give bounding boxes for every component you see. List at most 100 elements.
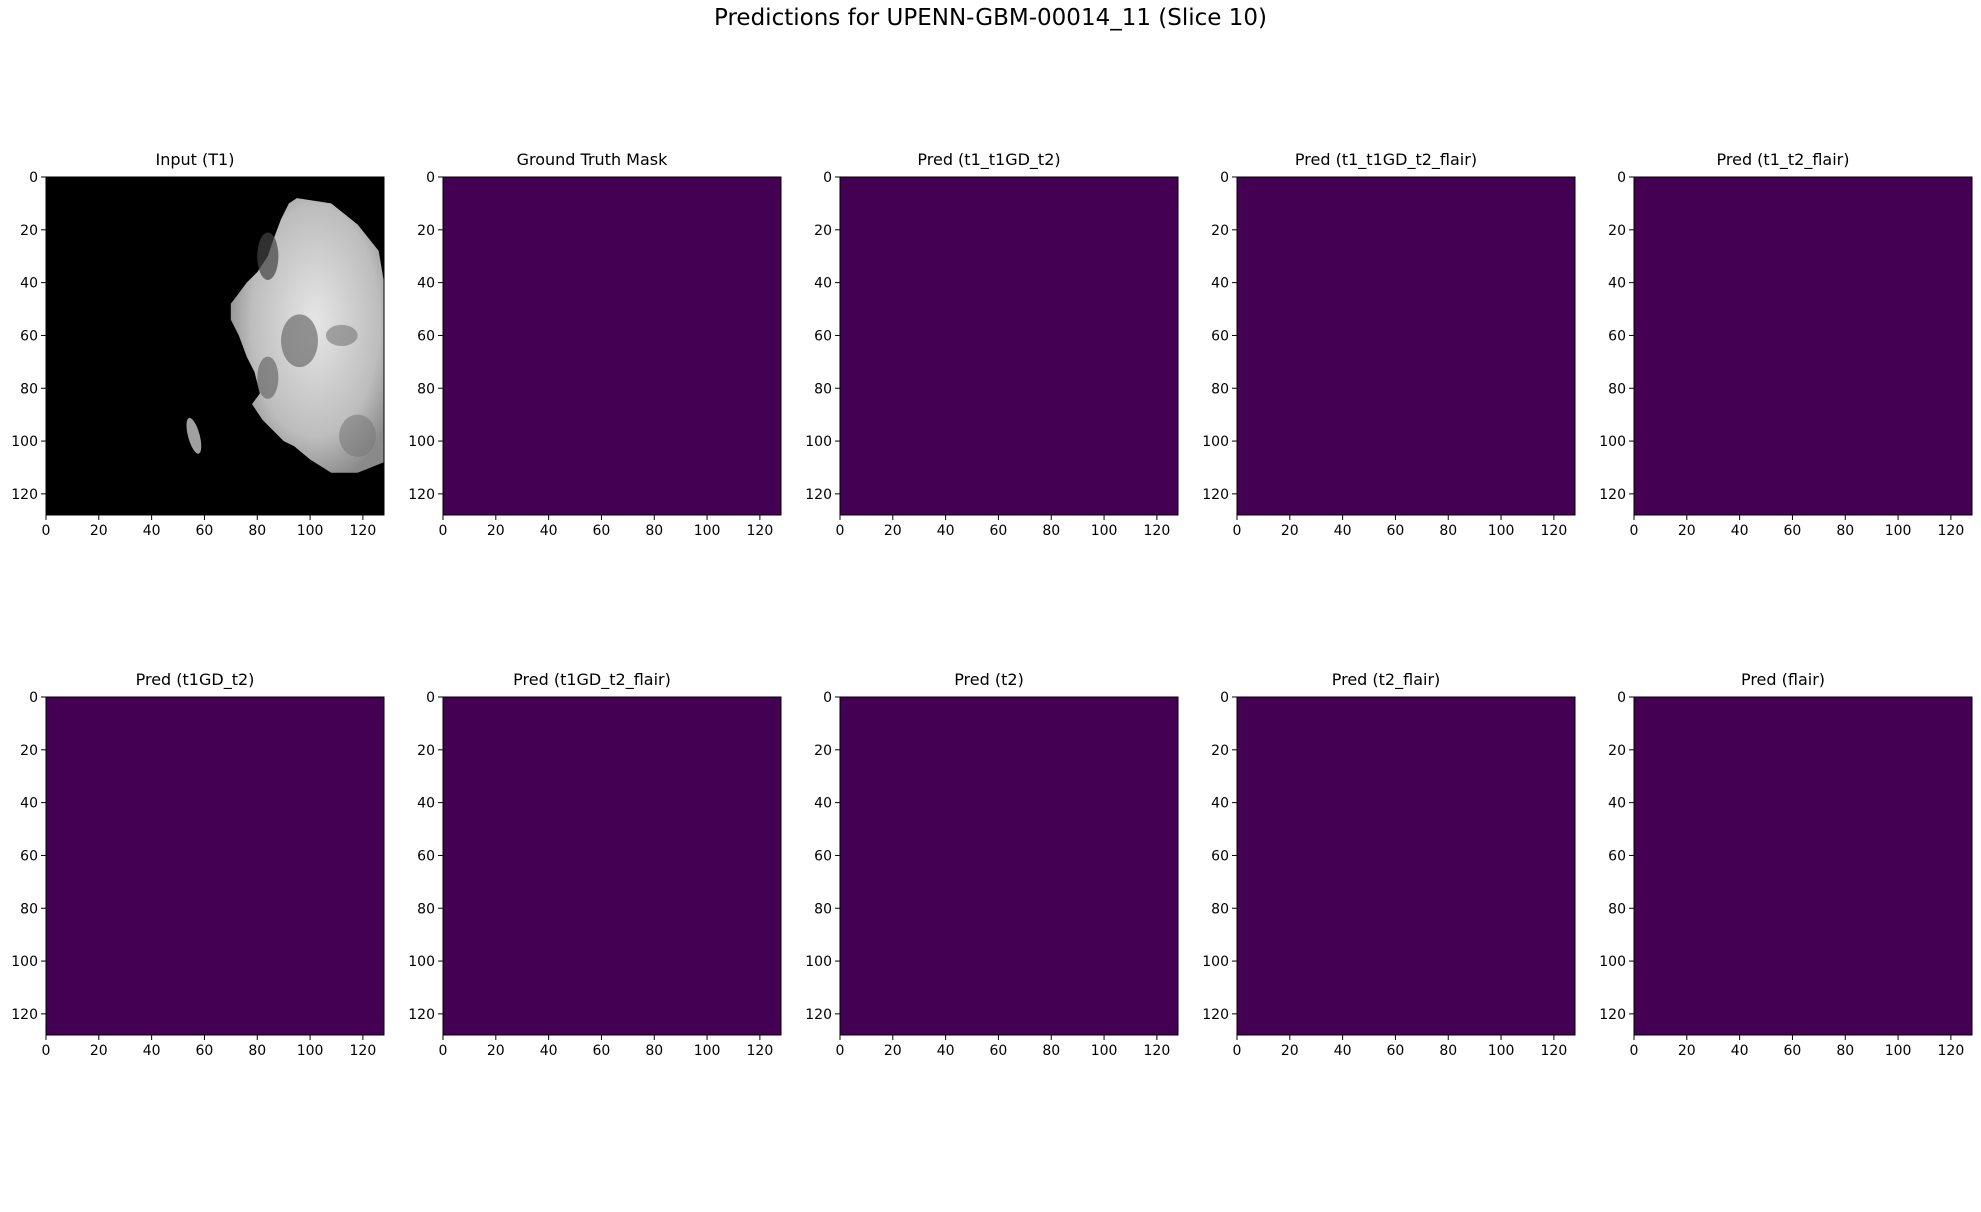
x-tick-label: 0: [836, 523, 845, 539]
x-tick-label: 60: [593, 1043, 611, 1059]
y-tick-label: 60: [1608, 848, 1626, 864]
y-tick-label: 40: [814, 276, 832, 292]
y-tick-label: 20: [1211, 743, 1229, 759]
y-tick-label: 20: [417, 743, 435, 759]
panel-title: Pred (t1_t2_flair): [1716, 150, 1850, 169]
axes-frame: [442, 176, 782, 516]
x-tick-label: 60: [990, 1043, 1008, 1059]
x-tick-label: 80: [1042, 1043, 1060, 1059]
chart-panel-ground-truth: Ground Truth Mask 0 20 40 60 80 100 120 0 20 40 60…: [397, 150, 787, 692]
chart-panel-pred-t1gd-t2-flair: Pred (t1GD_t2_flair) 0 20 40 60 80 100 120 0 20 4…: [397, 670, 787, 1212]
mri-image: [186, 198, 384, 473]
panel-title: Pred (t1_t1GD_t2_flair): [1294, 150, 1478, 169]
y-tick-label: 60: [417, 328, 435, 344]
x-tick-label: 0: [1233, 1043, 1242, 1059]
y-tick-label: 0: [823, 170, 832, 186]
x-tick-label: 80: [1836, 523, 1854, 539]
y-tick-label: 80: [1211, 381, 1229, 397]
x-tick-label: 120: [1541, 1043, 1568, 1059]
y-tick-label: 0: [1617, 690, 1626, 706]
panel-title: Pred (t2_flair): [1331, 670, 1441, 689]
chart-svg: 0 20 40 60 80 100 120 0 20 40 60 80 100 120: [1202, 690, 1576, 1059]
y-tick-label: 0: [426, 690, 435, 706]
x-tick-label: 20: [1678, 523, 1696, 539]
y-tick-label: 80: [417, 901, 435, 917]
x-tick-label: 20: [90, 1043, 108, 1059]
y-tick-label: 40: [1211, 796, 1229, 812]
axes-frame: [442, 696, 782, 1036]
x-tick-label: 120: [1938, 523, 1965, 539]
mask-image: [46, 697, 384, 1035]
y-tick-label: 40: [814, 796, 832, 812]
x-tick-label: 20: [487, 1043, 505, 1059]
y-tick-label: 80: [20, 381, 38, 397]
axes-frame: [1633, 176, 1973, 516]
chart-svg: 0 20 40 60 80 100 120 0 20 40 60 80 100 120: [1202, 170, 1576, 539]
x-tick-label: 20: [1678, 1043, 1696, 1059]
chart-panel-input-t1: Input (T1) 0 20 40 60 80 100 120 0 20 40 60 80 100 12…: [0, 150, 390, 692]
x-tick-label: 60: [196, 1043, 214, 1059]
x-tick-label: 40: [1334, 523, 1352, 539]
y-tick-label: 120: [11, 487, 38, 503]
y-tick-label: 20: [814, 743, 832, 759]
dark-region: [257, 356, 279, 399]
x-tick-label: 60: [1784, 1043, 1802, 1059]
x-tick-label: 0: [836, 1043, 845, 1059]
y-tick-label: 100: [805, 434, 832, 450]
y-tick-label: 120: [805, 1007, 832, 1023]
chart-svg: 0 20 40 60 80 100 120 0 20 40 60 80 100 120: [408, 690, 782, 1059]
y-tick-label: 0: [29, 170, 38, 186]
y-tick-label: 120: [11, 1007, 38, 1023]
x-tick-label: 0: [439, 1043, 448, 1059]
y-tick-label: 40: [1608, 276, 1626, 292]
chart-svg: 0 20 40 60 80 100 120 0 20 40 60 80 100 120: [11, 170, 385, 539]
y-tick-label: 120: [1599, 1007, 1626, 1023]
x-tick-label: 0: [1630, 523, 1639, 539]
y-tick-label: 0: [1220, 170, 1229, 186]
y-tick-label: 100: [1202, 954, 1229, 970]
x-tick-label: 120: [350, 523, 377, 539]
chart-svg: 0 20 40 60 80 100 120 0 20 40 60 80 100 120: [11, 690, 385, 1059]
x-tick-label: 100: [1091, 1043, 1118, 1059]
x-tick-label: 60: [1387, 1043, 1405, 1059]
mask-image: [1634, 697, 1972, 1035]
chart-panel-pred-t1-t1gd-t2-flair: Pred (t1_t1GD_t2_flair) 0 20 40 60 80 100 120 0…: [1191, 150, 1581, 692]
y-tick-label: 100: [1599, 434, 1626, 450]
x-tick-label: 100: [1488, 1043, 1515, 1059]
x-tick-label: 100: [694, 1043, 721, 1059]
y-tick-label: 20: [417, 223, 435, 239]
y-tick-label: 20: [1608, 743, 1626, 759]
y-tick-label: 0: [29, 690, 38, 706]
x-tick-label: 60: [593, 523, 611, 539]
x-tick-label: 0: [42, 523, 51, 539]
y-tick-label: 80: [417, 381, 435, 397]
y-tick-label: 20: [1211, 223, 1229, 239]
x-tick-label: 80: [1836, 1043, 1854, 1059]
y-tick-label: 20: [814, 223, 832, 239]
y-tick-label: 60: [814, 848, 832, 864]
y-tick-label: 60: [417, 848, 435, 864]
small-blob: [186, 417, 202, 454]
x-tick-label: 100: [1885, 1043, 1912, 1059]
x-tick-label: 60: [990, 523, 1008, 539]
panel-title: Pred (t2): [954, 670, 1024, 689]
y-tick-label: 0: [1220, 690, 1229, 706]
mask-image: [443, 177, 781, 515]
axes-frame: [839, 696, 1179, 1036]
panel-title: Ground Truth Mask: [516, 150, 668, 169]
x-tick-label: 100: [694, 523, 721, 539]
axes-frame: [45, 696, 385, 1036]
chart-svg: 0 20 40 60 80 100 120 0 20 40 60 80 100 120: [408, 170, 782, 539]
x-tick-label: 40: [540, 1043, 558, 1059]
x-tick-label: 40: [1334, 1043, 1352, 1059]
x-tick-label: 100: [1091, 523, 1118, 539]
y-tick-label: 100: [408, 434, 435, 450]
chart-svg: 0 20 40 60 80 100 120 0 20 40 60 80 100 120: [805, 170, 1179, 539]
dark-region: [325, 324, 358, 346]
y-tick-label: 60: [1608, 328, 1626, 344]
chart-panel-pred-t2-flair: Pred (t2_flair) 0 20 40 60 80 100 120 0 20 40 60 80…: [1191, 670, 1581, 1212]
x-tick-label: 120: [1144, 523, 1171, 539]
y-tick-label: 60: [1211, 328, 1229, 344]
x-tick-label: 80: [1439, 1043, 1457, 1059]
x-tick-label: 120: [1144, 1043, 1171, 1059]
